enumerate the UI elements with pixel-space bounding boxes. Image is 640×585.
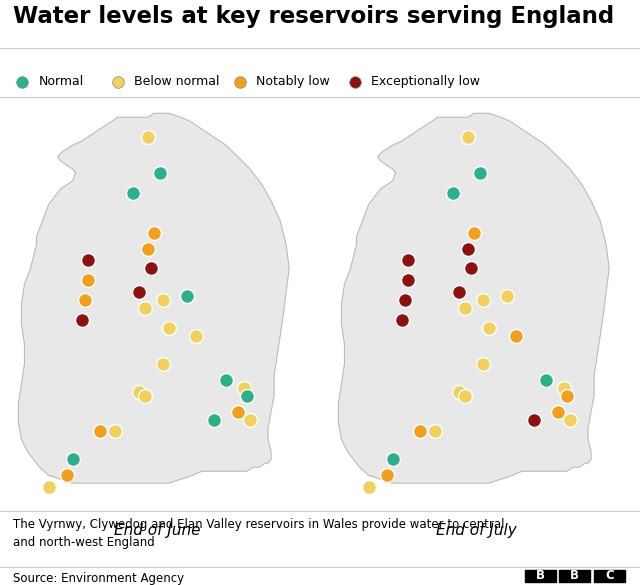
Point xyxy=(350,77,360,86)
Point xyxy=(562,391,572,400)
Point xyxy=(209,415,219,424)
Point xyxy=(239,383,249,393)
Point xyxy=(454,288,464,297)
Point xyxy=(447,188,458,198)
Point xyxy=(83,256,93,265)
Point xyxy=(164,324,174,333)
Point xyxy=(387,455,397,464)
Point xyxy=(134,387,144,397)
Point xyxy=(95,427,105,436)
Text: C: C xyxy=(605,569,614,583)
Point xyxy=(468,228,479,238)
Point xyxy=(77,315,87,325)
Point xyxy=(182,291,192,301)
Point xyxy=(113,77,124,86)
Polygon shape xyxy=(339,113,609,483)
Point xyxy=(191,331,201,340)
Point xyxy=(466,264,476,273)
Point xyxy=(140,304,150,313)
Point xyxy=(477,359,488,369)
Point xyxy=(242,391,252,400)
Point xyxy=(109,427,120,436)
Point xyxy=(364,483,374,492)
Point xyxy=(477,295,488,305)
FancyBboxPatch shape xyxy=(594,570,625,581)
Point xyxy=(429,427,440,436)
Text: End of July: End of July xyxy=(436,523,517,538)
Point xyxy=(140,391,150,400)
Point xyxy=(381,470,392,480)
Point xyxy=(233,407,243,417)
Text: Water levels at key reservoirs serving England: Water levels at key reservoirs serving E… xyxy=(13,5,614,28)
FancyBboxPatch shape xyxy=(559,570,590,581)
Text: B: B xyxy=(570,569,579,583)
Point xyxy=(463,132,473,142)
Point xyxy=(415,427,425,436)
Point xyxy=(79,295,90,305)
Text: Normal: Normal xyxy=(38,75,84,88)
Text: Below normal: Below normal xyxy=(134,75,220,88)
Point xyxy=(403,276,413,285)
Point xyxy=(17,77,28,86)
Point xyxy=(148,228,159,238)
Point xyxy=(484,324,494,333)
Text: Exceptionally low: Exceptionally low xyxy=(371,75,480,88)
Point xyxy=(67,455,77,464)
Point xyxy=(245,415,255,424)
Point xyxy=(134,288,144,297)
Point xyxy=(529,415,539,424)
Text: The Vyrnwy, Clywedog and Elan Valley reservoirs in Wales provide water to centra: The Vyrnwy, Clywedog and Elan Valley res… xyxy=(13,518,504,549)
Point xyxy=(157,359,168,369)
Point xyxy=(221,375,231,384)
Point xyxy=(502,291,512,301)
Text: Notably low: Notably low xyxy=(256,75,330,88)
Point xyxy=(553,407,563,417)
Point xyxy=(511,331,521,340)
Point xyxy=(143,244,153,253)
Point xyxy=(146,264,156,273)
Text: B: B xyxy=(536,569,545,583)
Point xyxy=(235,77,245,86)
Point xyxy=(463,244,473,253)
Polygon shape xyxy=(19,113,289,483)
Point xyxy=(475,168,485,178)
Text: End of June: End of June xyxy=(113,523,200,538)
Point xyxy=(399,295,410,305)
Point xyxy=(460,304,470,313)
Point xyxy=(157,295,168,305)
Point xyxy=(155,168,165,178)
Point xyxy=(460,391,470,400)
Point xyxy=(454,387,464,397)
Point xyxy=(403,256,413,265)
Point xyxy=(83,276,93,285)
Point xyxy=(44,483,54,492)
FancyBboxPatch shape xyxy=(525,570,556,581)
Point xyxy=(541,375,551,384)
Point xyxy=(397,315,407,325)
Point xyxy=(127,188,138,198)
Point xyxy=(61,470,72,480)
Point xyxy=(143,132,153,142)
Point xyxy=(559,383,569,393)
Text: Source: Environment Agency: Source: Environment Agency xyxy=(13,572,184,585)
Point xyxy=(565,415,575,424)
